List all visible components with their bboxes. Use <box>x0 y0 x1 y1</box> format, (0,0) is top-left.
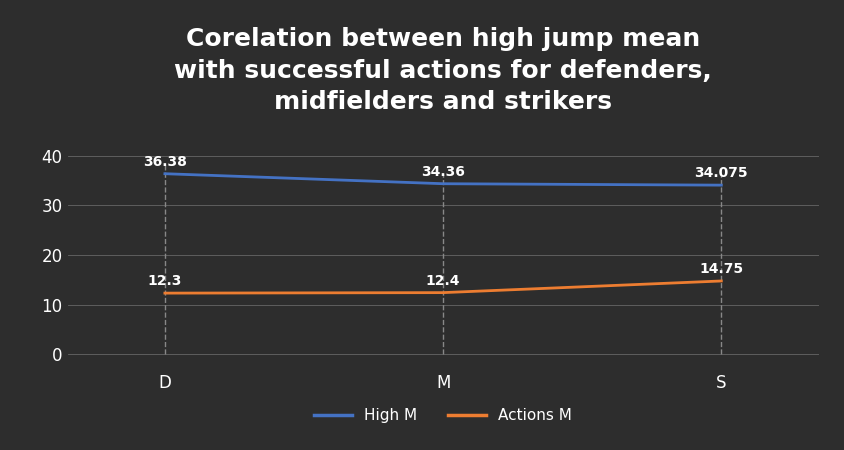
High M <box>160 171 170 176</box>
Actions M <box>438 290 448 295</box>
Legend: High M, Actions M: High M, Actions M <box>308 402 578 429</box>
Text: 12.3: 12.3 <box>148 274 182 288</box>
Text: 34.36: 34.36 <box>421 165 465 179</box>
Title: Corelation between high jump mean
with successful actions for defenders,
midfiel: Corelation between high jump mean with s… <box>174 27 712 114</box>
Text: 12.4: 12.4 <box>426 274 460 288</box>
Actions M <box>717 278 727 284</box>
Text: 34.075: 34.075 <box>695 166 748 180</box>
Actions M <box>160 290 170 296</box>
High M <box>438 181 448 186</box>
Text: 36.38: 36.38 <box>143 155 187 169</box>
Line: High M: High M <box>165 174 722 185</box>
Text: 14.75: 14.75 <box>699 262 744 276</box>
Line: Actions M: Actions M <box>165 281 722 293</box>
High M <box>717 182 727 188</box>
